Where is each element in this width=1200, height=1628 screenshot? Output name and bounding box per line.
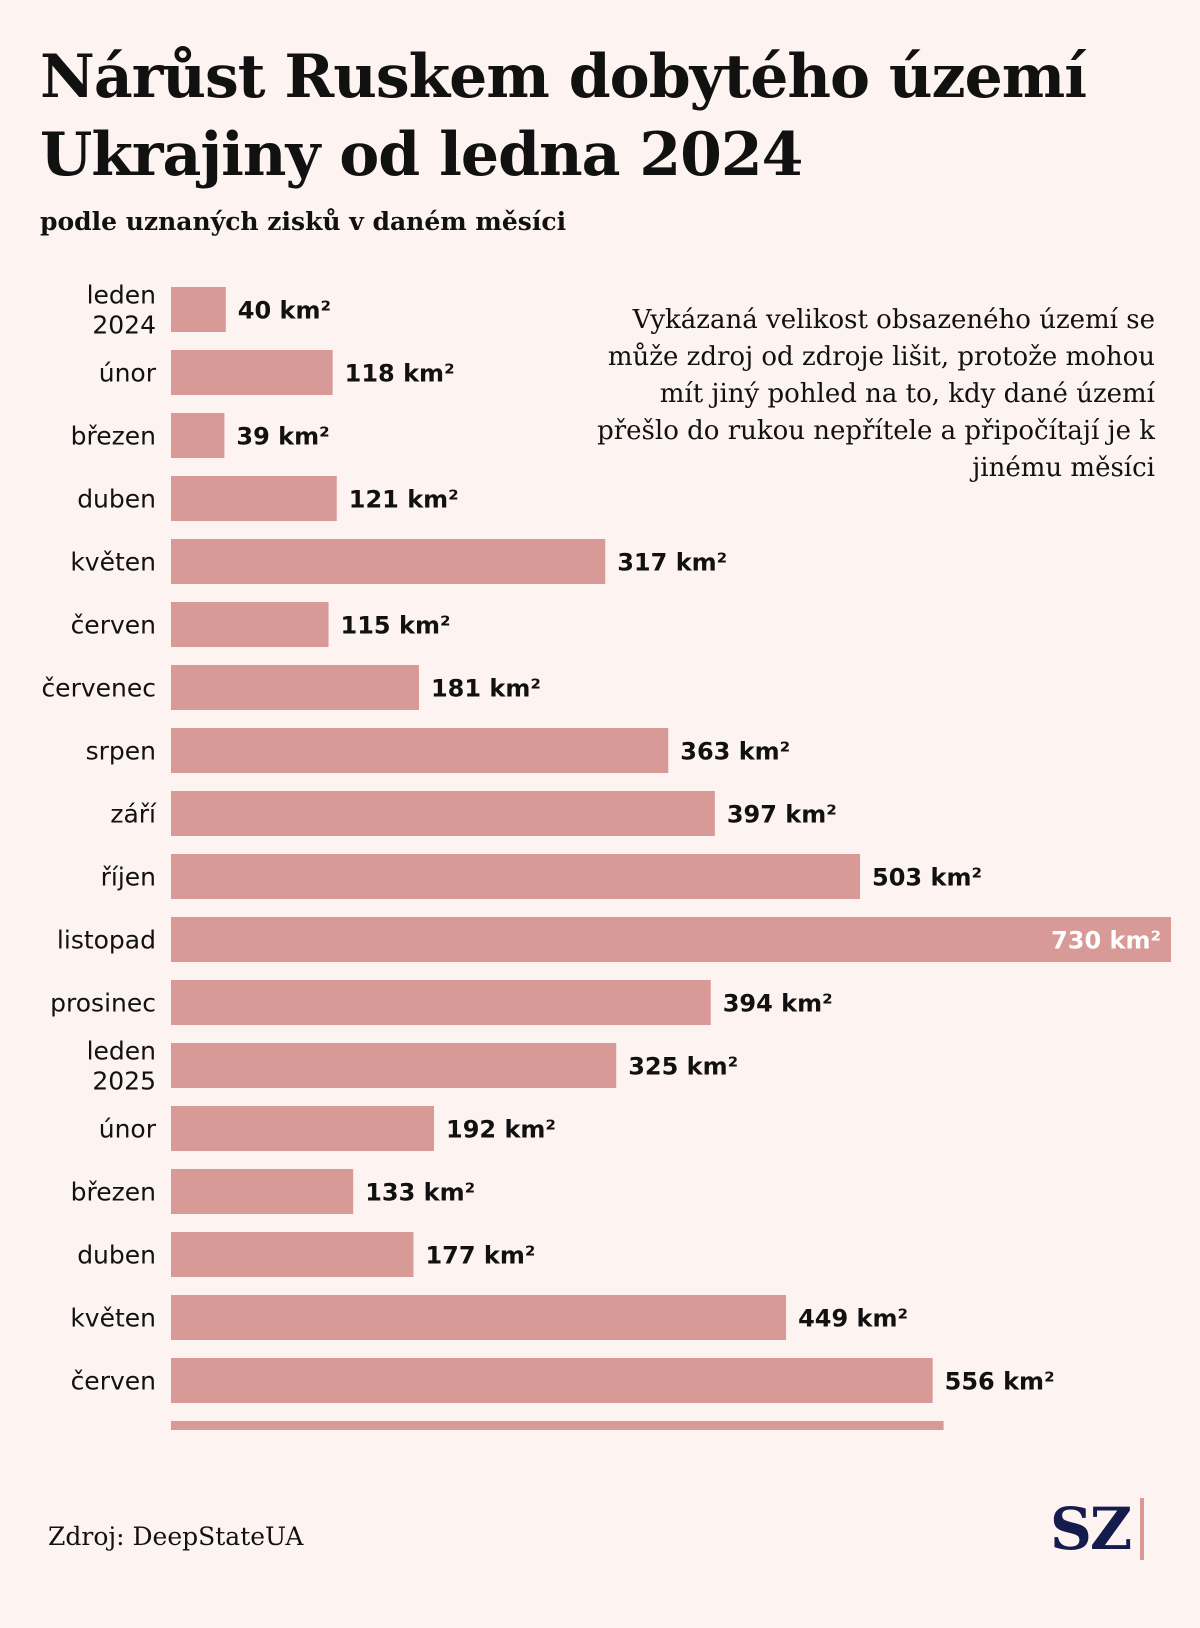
bar-16: [171, 1295, 787, 1340]
category-label-10: listopad: [57, 926, 156, 955]
category-label-16: květen: [70, 1304, 156, 1333]
value-label-14: 133 km²: [365, 1179, 475, 1207]
category-label-13: únor: [99, 1115, 157, 1144]
bar-14: [171, 1169, 354, 1214]
value-label-8: 397 km²: [727, 801, 837, 829]
logo-divider: [1140, 1498, 1145, 1560]
sz-logo: SZ: [1050, 1494, 1145, 1564]
value-label-13: 192 km²: [446, 1116, 556, 1144]
bar-13: [171, 1106, 435, 1151]
value-label-5: 115 km²: [341, 612, 451, 640]
bar-3: [171, 476, 337, 521]
value-label-15: 177 km²: [425, 1242, 535, 1270]
category-label-5: červen: [71, 611, 156, 640]
bar-9: [171, 854, 861, 899]
bar-0: [171, 287, 226, 332]
bar-12: [171, 1043, 617, 1088]
value-label-12: 325 km²: [628, 1053, 738, 1081]
bar-6: [171, 665, 419, 710]
category-label-2: březen: [71, 422, 156, 451]
value-label-2: 39 km²: [236, 423, 329, 451]
value-label-3: 121 km²: [349, 486, 459, 514]
value-label-4: 317 km²: [617, 549, 727, 577]
bar-10: [171, 917, 1171, 962]
bar-11: [171, 980, 711, 1025]
sz-logo-text: SZ: [1050, 1495, 1132, 1563]
category-label-4: květen: [70, 548, 156, 577]
category-label-11: prosinec: [50, 989, 156, 1018]
value-label-7: 363 km²: [680, 738, 790, 766]
category-label-7: srpen: [86, 737, 156, 766]
category-label-15: duben: [77, 1241, 156, 1270]
category-label-12: leden 2025: [87, 1037, 156, 1096]
bar-7: [171, 728, 669, 773]
category-label-17: červen: [71, 1367, 156, 1396]
bar-8: [171, 791, 715, 836]
bar-18: [171, 1421, 944, 1430]
value-label-11: 394 km²: [723, 990, 833, 1018]
category-label-9: říjen: [101, 863, 156, 892]
bar-chart: leden 2024 40 km² únor 118 km² březen 39 km² du…: [41, 281, 1171, 1431]
category-label-3: duben: [77, 485, 156, 514]
bar-17: [171, 1358, 933, 1403]
source-text: Zdroj: DeepStateUA: [48, 1522, 304, 1551]
chart-title: Nárůst Ruskem dobytého území Ukrajiny od…: [40, 42, 1087, 190]
bar-1: [171, 350, 333, 395]
chart-subtitle: podle uznaných zisků v daném měsíci: [40, 207, 567, 236]
bar-15: [171, 1232, 414, 1277]
category-label-0: leden 2024: [87, 281, 156, 340]
bar-5: [171, 602, 329, 647]
value-label-6: 181 km²: [431, 675, 541, 703]
value-label-1: 118 km²: [345, 360, 455, 388]
category-label-18: červenec: [41, 1430, 156, 1431]
value-label-16: 449 km²: [798, 1305, 908, 1333]
value-label-9: 503 km²: [872, 864, 982, 892]
bar-2: [171, 413, 225, 458]
chart-note: Vykázaná velikost obsazeného území se mů…: [597, 305, 1155, 483]
category-label-14: březen: [71, 1178, 156, 1207]
value-label-0: 40 km²: [238, 297, 331, 325]
category-label-6: červenec: [41, 674, 156, 703]
value-label-17: 556 km²: [945, 1368, 1055, 1396]
bar-4: [171, 539, 606, 584]
category-label-8: září: [110, 800, 157, 829]
value-label-10: 730 km²: [1051, 927, 1161, 955]
category-label-1: únor: [99, 359, 157, 388]
